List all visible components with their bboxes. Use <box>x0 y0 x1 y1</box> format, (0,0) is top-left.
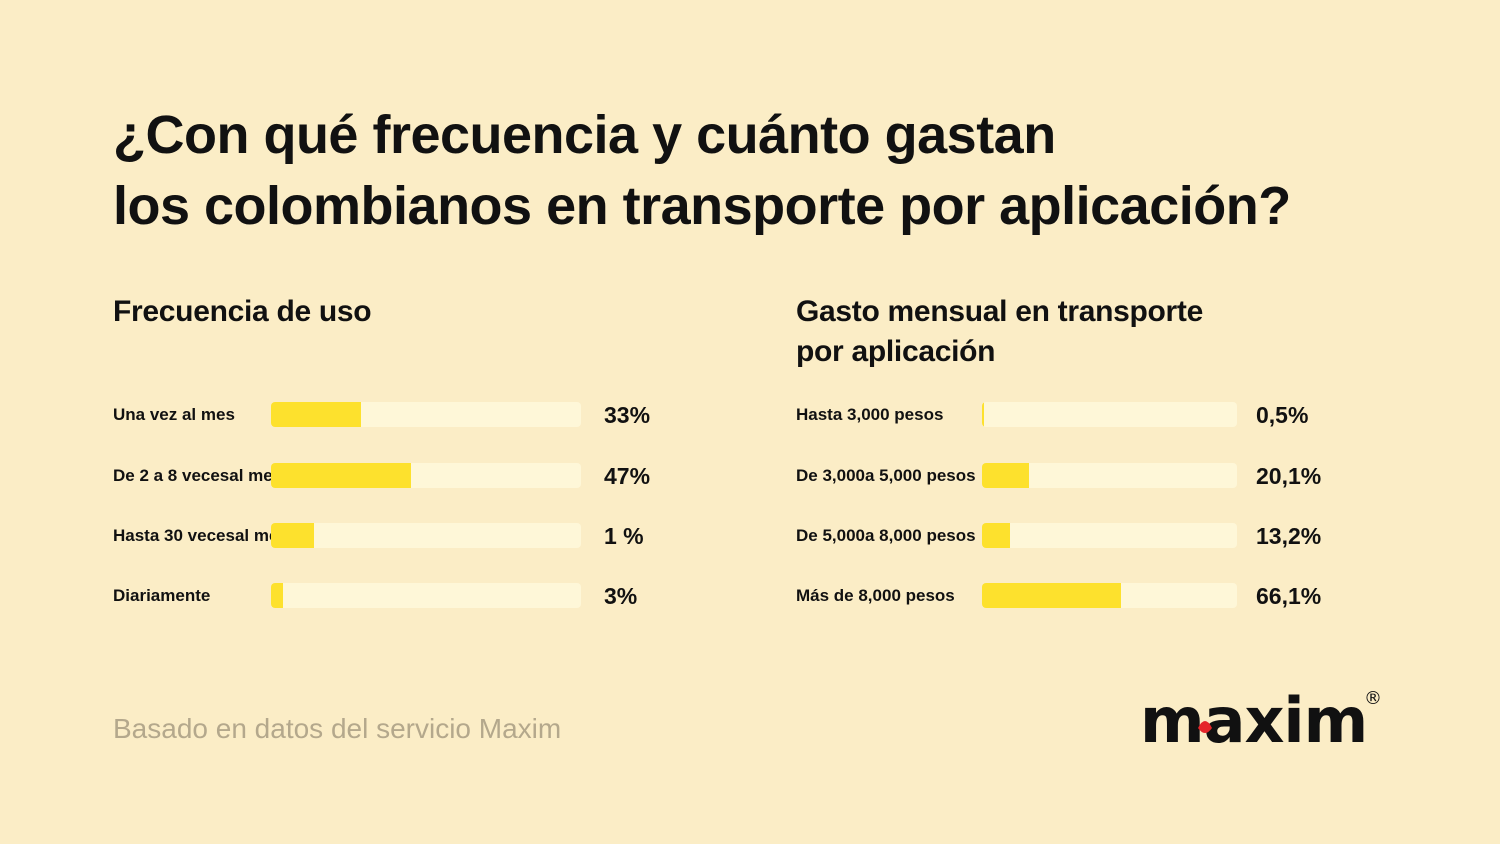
title-line-2: los colombianos en transporte por aplica… <box>113 176 1291 236</box>
spending-chart-title-line-2: por aplicación <box>796 335 996 368</box>
bar-track <box>982 583 1237 608</box>
category-label-line: Hasta 30 veces <box>113 526 235 545</box>
spending-chart-title-line-1: Gasto mensual en transporte <box>796 295 1204 328</box>
maxim-logo-wordmark: maxim <box>1140 684 1367 752</box>
category-label-line: Una vez al mes <box>113 405 235 424</box>
category-label-line: Más de 8,000 pesos <box>796 586 955 605</box>
registered-mark: ® <box>1364 688 1382 709</box>
frequency-chart-title-line: Frecuencia de uso <box>113 295 372 328</box>
bar-row: De 3,000 a 5,000 pesos 20,1% <box>0 446 1500 506</box>
bar-track <box>271 402 581 427</box>
bar <box>982 583 1122 608</box>
category-label-line: a 5,000 pesos <box>865 466 976 485</box>
category-label: De 2 a 8 veces al mes <box>113 446 282 506</box>
value-label: 3% <box>604 582 638 609</box>
title-line-1: ¿Con qué frecuencia y cuánto gastan <box>113 105 1056 165</box>
value-label: 20,1% <box>1256 462 1322 489</box>
bar <box>982 402 984 427</box>
page-title: ¿Con qué frecuencia y cuánto gastan los … <box>113 100 1291 242</box>
category-label-line: Diariamente <box>113 586 211 605</box>
bar-row: Hasta 30 veces al mes 1 % <box>0 506 1500 566</box>
bar-track <box>271 583 581 608</box>
value-label: 66,1% <box>1256 582 1322 609</box>
category-label-line: De 5,000 <box>796 526 865 545</box>
bar <box>271 523 315 548</box>
bar <box>982 463 1030 488</box>
bar-row: De 5,000 a 8,000 pesos 13,2% <box>0 506 1500 566</box>
bar-row: De 2 a 8 veces al mes 47% <box>0 446 1500 506</box>
value-label: 1 % <box>604 522 644 549</box>
bar <box>271 402 361 427</box>
category-label: Una vez al mes <box>113 385 235 445</box>
bar <box>271 463 411 488</box>
spending-chart-title: Gasto mensual en transporte por aplicaci… <box>796 292 1203 372</box>
source-note: Basado en datos del servicio Maxim <box>113 713 562 744</box>
category-label-line: al mes <box>229 466 283 485</box>
category-label: Más de 8,000 pesos <box>796 566 955 626</box>
frequency-chart-title: Frecuencia de uso <box>113 292 372 332</box>
category-label: De 3,000 a 5,000 pesos <box>796 446 976 506</box>
bar-track <box>982 463 1237 488</box>
bar-row: Una vez al mes 33% <box>0 385 1500 445</box>
bar-track <box>982 523 1237 548</box>
bar-track <box>982 402 1237 427</box>
category-label: Diariamente <box>113 566 210 626</box>
value-label: 0,5% <box>1256 401 1309 428</box>
category-label-line: a 8,000 pesos <box>865 526 976 545</box>
logo-accent-mark <box>1198 721 1212 733</box>
category-label-line: De 3,000 <box>796 466 865 485</box>
bar-row: Más de 8,000 pesos 66,1% <box>0 566 1500 626</box>
category-label: Hasta 3,000 pesos <box>796 385 943 445</box>
bar-track <box>271 523 581 548</box>
category-label-line: De 2 a 8 veces <box>113 466 230 485</box>
value-label: 13,2% <box>1256 522 1322 549</box>
maxim-logo: maxim ® <box>1140 684 1382 752</box>
value-label: 47% <box>604 462 651 489</box>
value-label: 33% <box>604 401 651 428</box>
bar-row: Hasta 3,000 pesos 0,5% <box>0 385 1500 445</box>
category-label-line: Hasta 3,000 pesos <box>796 405 944 424</box>
bar <box>982 523 1010 548</box>
category-label: De 5,000 a 8,000 pesos <box>796 506 976 566</box>
bar-track <box>271 463 581 488</box>
bar-row: Diariamente 3% <box>0 566 1500 626</box>
bar <box>271 583 284 608</box>
